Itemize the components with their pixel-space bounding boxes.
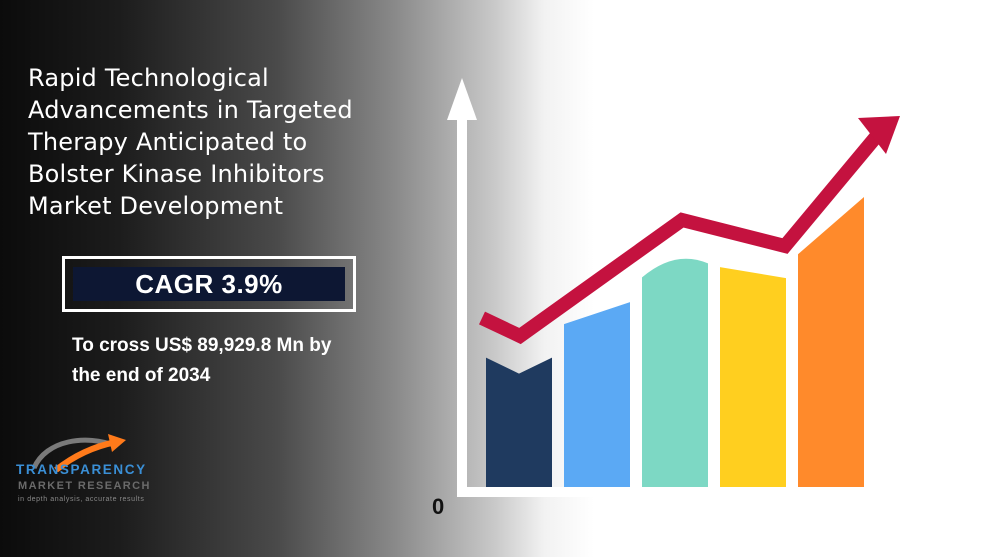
trend-line [479, 127, 886, 345]
headline-line-2: Advancements in Targeted [28, 96, 353, 124]
chart-bar-2 [564, 302, 630, 489]
cagr-badge: CAGR 3.9% [62, 256, 356, 312]
headline-line-1: Rapid Technological [28, 64, 269, 92]
trend-arrow-icon [858, 116, 900, 154]
headline: Rapid Technological Advancements in Targ… [28, 62, 448, 222]
logo-arrow-icon [31, 434, 126, 473]
market-value-text: To cross US$ 89,929.8 Mn by the end of 2… [72, 331, 432, 391]
headline-line-5: Market Development [28, 192, 284, 220]
logo-name: TRANSPARENCY [16, 462, 147, 477]
headline-line-4: Bolster Kinase Inhibitors [28, 160, 325, 188]
logo-subname: MARKET RESEARCH [18, 480, 151, 492]
bars-group [486, 197, 864, 489]
cagr-label: CAGR 3.9% [73, 267, 345, 301]
chart-bar-4 [720, 267, 786, 489]
market-value-line-1: To cross US$ 89,929.8 Mn by [72, 335, 332, 356]
chart-bar-3 [642, 258, 708, 489]
chart-bar-5 [798, 197, 864, 489]
market-value-line-2: the end of 2034 [72, 365, 211, 386]
logo-tagline: in depth analysis, accurate results [18, 496, 145, 503]
chart-bar-1 [486, 357, 552, 489]
company-logo: TRANSPARENCY MARKET RESEARCH in depth an… [16, 432, 166, 522]
y-axis-arrow-icon [447, 78, 477, 120]
axis-zero-label: 0 [432, 494, 445, 519]
headline-line-3: Therapy Anticipated to [28, 128, 308, 156]
